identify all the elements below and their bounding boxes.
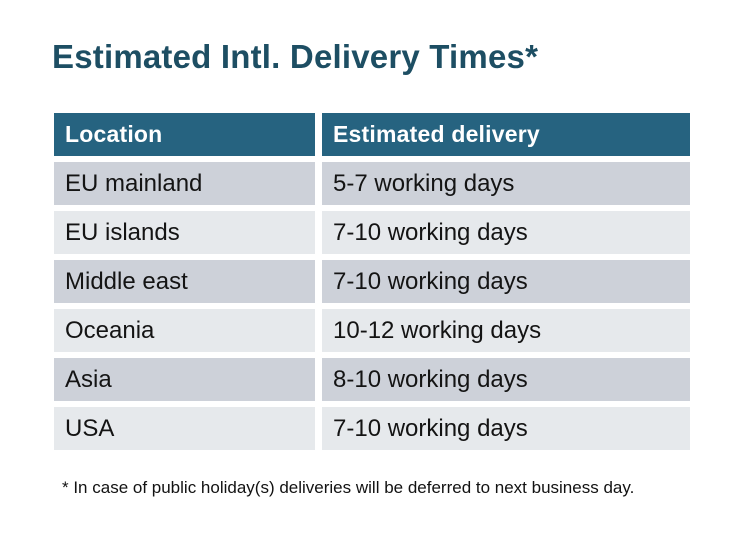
delivery-cell: 8-10 working days: [322, 358, 690, 401]
delivery-cell: 7-10 working days: [322, 211, 690, 254]
location-cell: Oceania: [54, 309, 315, 352]
footnote: * In case of public holiday(s) deliverie…: [62, 478, 635, 497]
page-title: Estimated Intl. Delivery Times*: [52, 38, 539, 75]
delivery-cell: 5-7 working days: [322, 162, 690, 205]
location-cell: EU mainland: [54, 162, 315, 205]
location-cell: Asia: [54, 358, 315, 401]
header-cell-location: Location: [54, 113, 315, 156]
delivery-cell: 10-12 working days: [322, 309, 690, 352]
delivery-cell: 7-10 working days: [322, 407, 690, 450]
location-cell: EU islands: [54, 211, 315, 254]
delivery-cell: 7-10 working days: [322, 260, 690, 303]
location-cell: Middle east: [54, 260, 315, 303]
location-cell: USA: [54, 407, 315, 450]
delivery-times-table: Location Estimated delivery EU mainland 5…: [54, 113, 690, 450]
header-cell-estimated-delivery: Estimated delivery: [322, 113, 690, 156]
